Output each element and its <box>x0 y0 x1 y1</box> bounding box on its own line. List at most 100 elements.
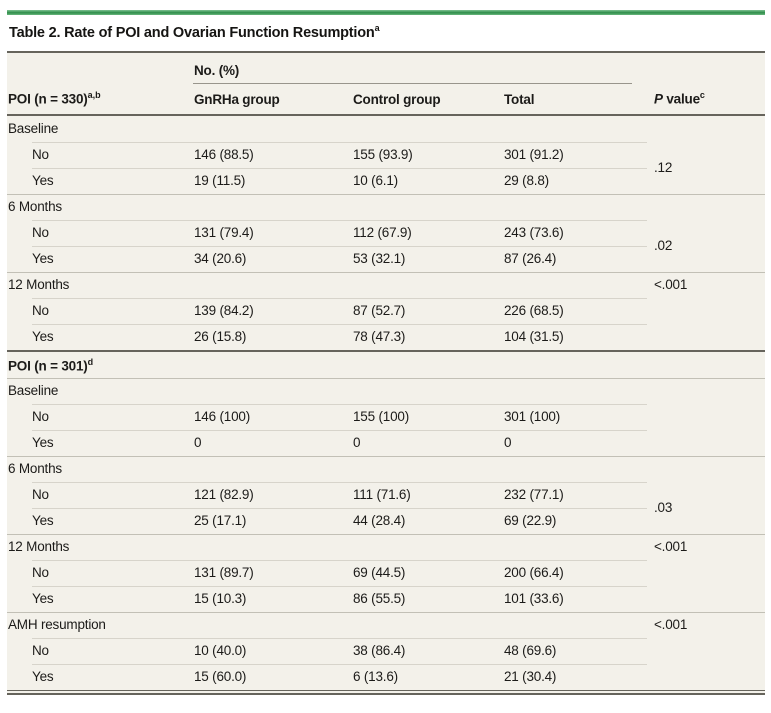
block-footnote-marker: d <box>87 356 94 367</box>
cell-control: 155 (93.9) <box>353 147 413 163</box>
cell-total: 200 (66.4) <box>504 565 564 581</box>
cell-gnrha: 131 (89.7) <box>194 565 254 581</box>
section-label: AMH resumption <box>8 617 106 633</box>
row-separator <box>32 403 647 405</box>
table-section: 12 Months <.001 No 131 (89.7) 69 (44.5) 200 (… <box>7 533 765 612</box>
cell-control: 155 (100) <box>353 409 409 425</box>
row-label: Yes <box>32 591 54 607</box>
cell-control: 53 (32.1) <box>353 251 406 267</box>
section-label: Baseline <box>8 121 59 137</box>
block-header-row: POI (n = 301)d <box>7 352 765 378</box>
cell-total: 301 (100) <box>504 409 560 425</box>
section-separator <box>7 533 765 535</box>
section-header-row: Baseline <box>7 116 765 142</box>
cell-pvalue: <.001 <box>654 617 688 633</box>
cell-gnrha: 19 (11.5) <box>194 173 246 189</box>
pvalue-italic-p: P <box>654 91 663 107</box>
row-separator <box>32 663 647 665</box>
row-label: No <box>32 409 49 425</box>
cell-control: 38 (86.4) <box>353 643 406 659</box>
cell-gnrha: 0 <box>194 435 202 451</box>
cell-total: 21 (30.4) <box>504 669 557 685</box>
block-divider-rule <box>7 349 765 352</box>
table-title: Table 2. Rate of POI and Ovarian Functio… <box>9 23 380 41</box>
cell-total: 29 (8.8) <box>504 173 549 189</box>
row-separator <box>32 637 647 639</box>
data-row: No 146 (88.5) 155 (93.9) 301 (91.2) <box>7 141 765 168</box>
cell-control: 87 (52.7) <box>353 303 406 319</box>
section-separator <box>7 611 765 613</box>
section-header-row: Baseline <box>7 377 765 404</box>
cell-gnrha: 146 (88.5) <box>194 147 254 163</box>
cell-gnrha: 15 (60.0) <box>194 669 247 685</box>
cell-gnrha: 26 (15.8) <box>194 329 247 345</box>
row-separator <box>32 559 647 561</box>
stub-header: POI (n = 330)a,b <box>7 90 193 107</box>
block-header-text: POI (n = 301) <box>8 358 88 374</box>
row-label: No <box>32 303 49 319</box>
pvalue-rest: value <box>662 91 700 107</box>
data-row: No 121 (82.9) 111 (71.6) 232 (77.1) <box>7 481 765 508</box>
title-footnote-marker: a <box>374 23 380 33</box>
cell-gnrha: 25 (17.1) <box>194 513 247 529</box>
spanner-label: No. (%) <box>194 62 240 78</box>
row-label: No <box>32 565 49 581</box>
section-label: 6 Months <box>8 199 62 215</box>
cell-control: 6 (13.6) <box>353 669 398 685</box>
section-header-row: 12 Months <.001 <box>7 533 765 560</box>
row-label: Yes <box>32 669 54 685</box>
section-separator <box>7 455 765 457</box>
table-body: Baseline No 146 (88.5) 155 (93.9) 301 (91.2)… <box>7 116 765 690</box>
data-row: Yes 19 (11.5) 10 (6.1) 29 (8.8) <box>7 167 765 194</box>
table-section: Baseline No 146 (100) 155 (100) 301 (100) Yes… <box>7 377 765 456</box>
section-separator <box>7 271 765 273</box>
data-row: No 146 (100) 155 (100) 301 (100) <box>7 403 765 430</box>
cell-gnrha: 34 (20.6) <box>194 251 247 267</box>
row-separator <box>32 141 647 143</box>
row-separator <box>32 429 647 431</box>
cell-total: 69 (22.9) <box>504 513 557 529</box>
cell-gnrha: 10 (40.0) <box>194 643 247 659</box>
row-separator <box>32 323 647 325</box>
cell-total: 104 (31.5) <box>504 329 564 345</box>
row-label: Yes <box>32 513 54 529</box>
col-header-pvalue: P valuec <box>650 90 765 107</box>
section-separator <box>7 377 765 379</box>
col-header-control: Control group <box>353 91 441 107</box>
row-label: No <box>32 147 49 163</box>
table-section: AMH resumption <.001 No 10 (40.0) 38 (86.4) 4… <box>7 611 765 690</box>
cell-total: 226 (68.5) <box>504 303 564 319</box>
col-header-gnrha: GnRHa group <box>194 91 280 107</box>
spanner-row: No. (%) <box>7 53 765 84</box>
data-row: Yes 0 0 0 <box>7 429 765 456</box>
pvalue-span: .12 <box>654 160 673 176</box>
cell-gnrha: 146 (100) <box>194 409 250 425</box>
data-row: Yes 25 (17.1) 44 (28.4) 69 (22.9) <box>7 507 765 534</box>
cell-total: 301 (91.2) <box>504 147 564 163</box>
bottom-rule <box>7 689 765 695</box>
cell-gnrha: 139 (84.2) <box>194 303 254 319</box>
row-separator <box>32 507 647 509</box>
row-label: Yes <box>32 173 54 189</box>
section-header-row: 6 Months <box>7 193 765 220</box>
stub-footnote-marker: a,b <box>87 90 101 101</box>
row-separator <box>32 481 647 483</box>
header-rule <box>7 113 765 116</box>
section-header-row: AMH resumption <.001 <box>7 611 765 638</box>
block-header-label: POI (n = 301)d <box>7 357 193 374</box>
data-row: No 10 (40.0) 38 (86.4) 48 (69.6) <box>7 637 765 664</box>
row-label: No <box>32 643 49 659</box>
row-label: No <box>32 487 49 503</box>
pvalue-span: .02 <box>654 238 673 254</box>
section-label: Baseline <box>8 383 59 399</box>
row-label: Yes <box>32 251 54 267</box>
cell-gnrha: 15 (10.3) <box>194 591 247 607</box>
data-row: Yes 15 (60.0) 6 (13.6) 21 (30.4) <box>7 663 765 690</box>
table: No. (%) POI (n = 330)a,b GnRHa group Con… <box>7 52 765 695</box>
pvalue-footnote-marker: c <box>699 90 705 101</box>
table-section: 6 Months No 121 (82.9) 111 (71.6) 232 (77.1)… <box>7 455 765 534</box>
column-header-row: POI (n = 330)a,b GnRHa group Control gro… <box>7 84 765 114</box>
data-row: No 131 (79.4) 112 (67.9) 243 (73.6) <box>7 219 765 246</box>
row-separator <box>32 219 647 221</box>
row-label: Yes <box>32 329 54 345</box>
